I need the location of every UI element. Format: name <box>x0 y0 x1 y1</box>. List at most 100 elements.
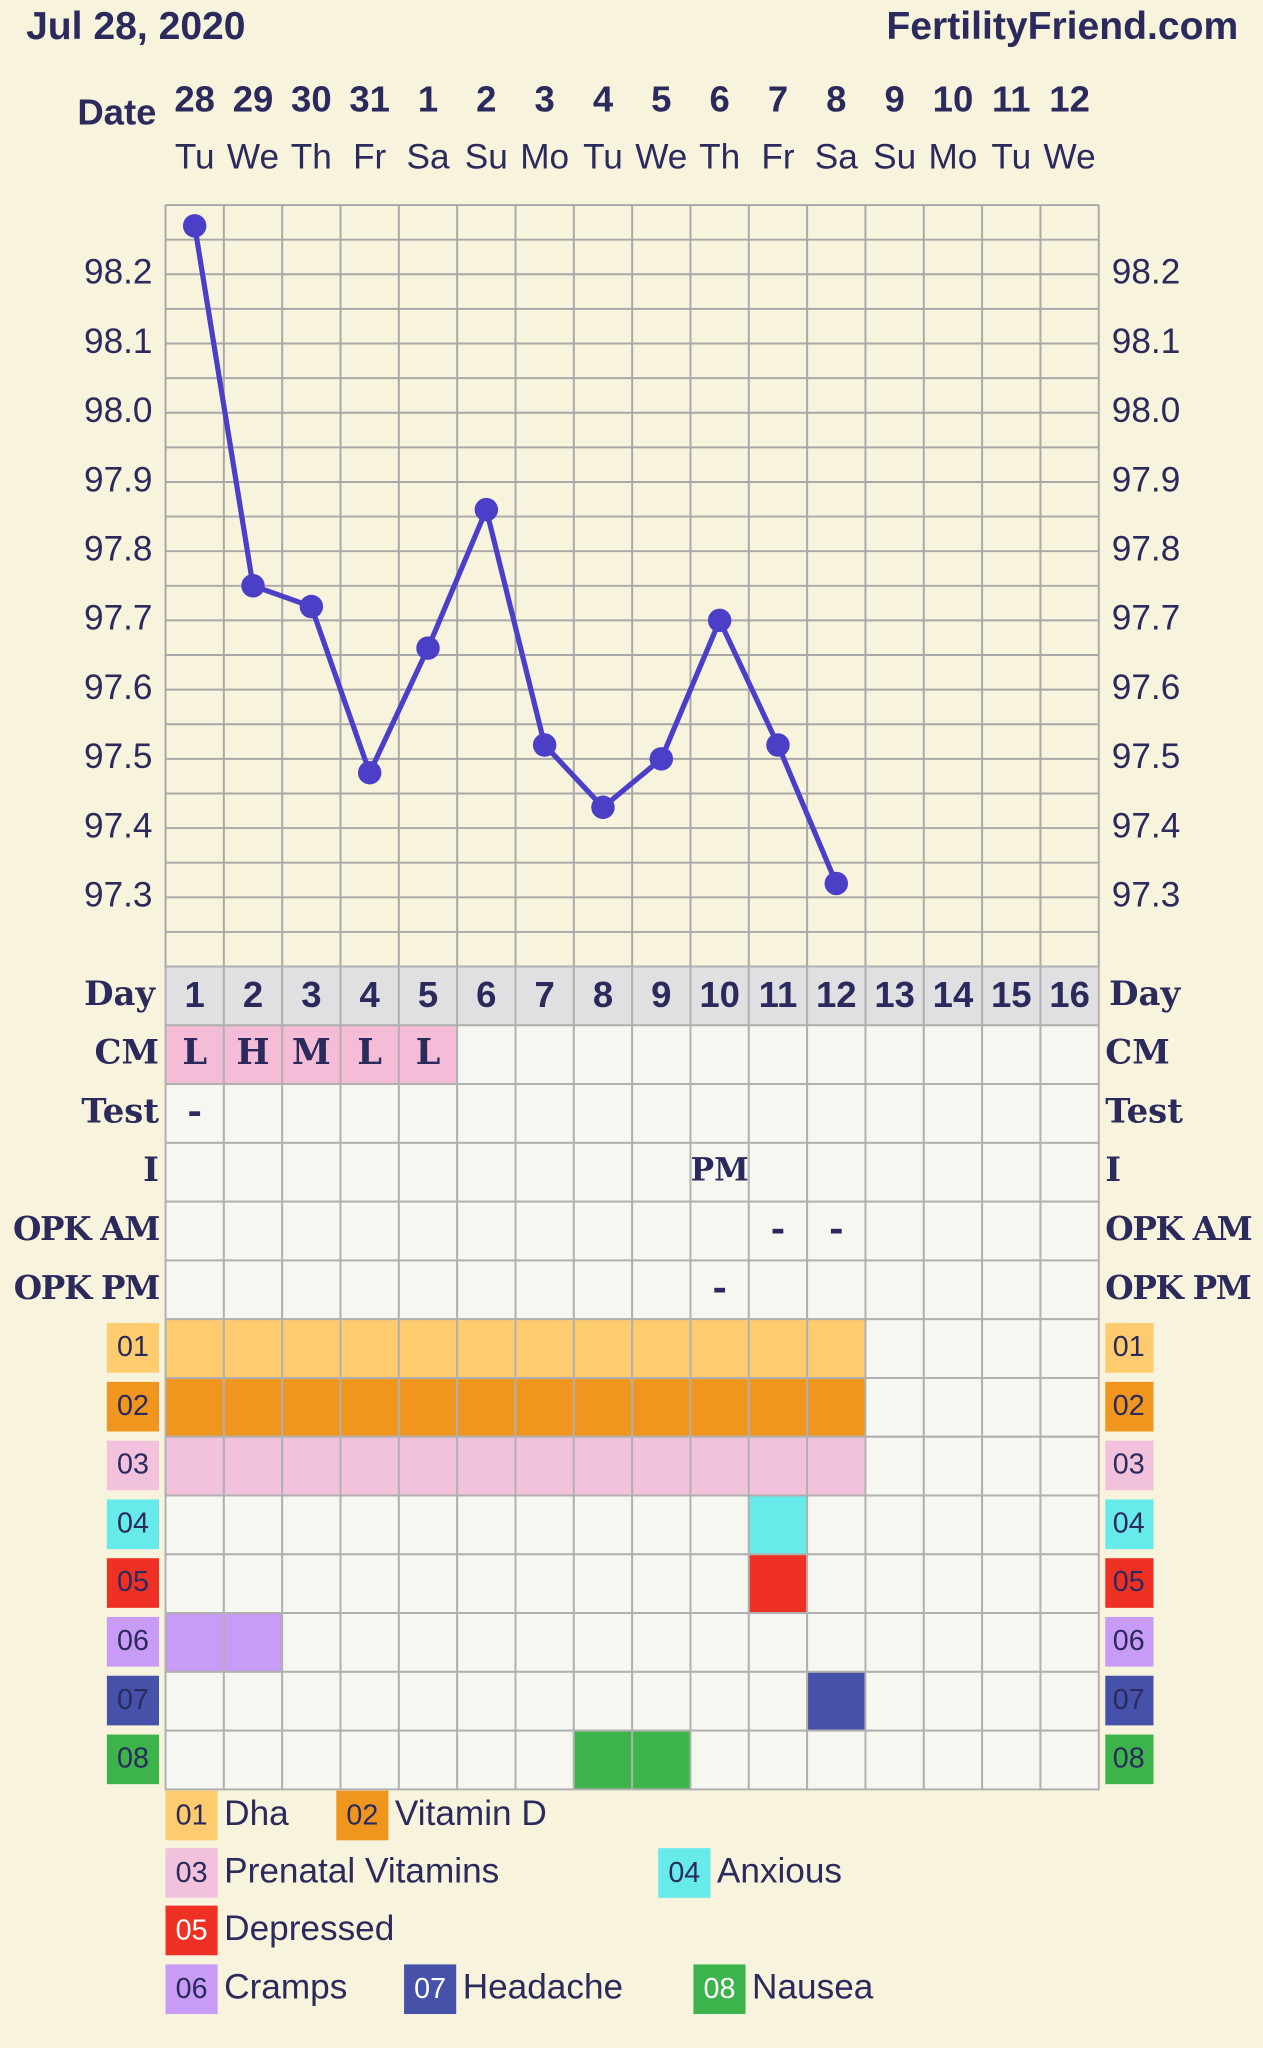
day-number: 9 <box>651 974 671 1015</box>
weekday-label: Su <box>465 138 508 177</box>
date-label: 30 <box>291 79 332 120</box>
cell <box>689 1494 750 1556</box>
cell <box>747 1494 809 1556</box>
cell <box>222 1670 284 1732</box>
date-label: Date <box>77 92 156 133</box>
code-box <box>1105 1381 1154 1432</box>
cell <box>864 1083 925 1144</box>
cell <box>572 1141 634 1203</box>
code-box <box>106 1734 160 1785</box>
cell <box>747 965 809 1027</box>
date-label: 6 <box>709 79 729 120</box>
cell <box>339 1729 400 1791</box>
cell <box>922 1259 984 1321</box>
cell <box>1039 1729 1100 1791</box>
day-number: 8 <box>593 974 613 1015</box>
y2-tick-label: 97.4 <box>1112 806 1180 845</box>
cell <box>514 1553 575 1615</box>
cell <box>806 1024 867 1086</box>
code-label: 03 <box>117 1449 149 1481</box>
code-label: 05 <box>1113 1566 1145 1598</box>
cell <box>806 1259 867 1321</box>
cell <box>747 1259 809 1321</box>
cell <box>572 1494 634 1556</box>
cell <box>981 1494 1042 1556</box>
cell <box>747 1024 809 1086</box>
cell <box>456 1670 517 1732</box>
cell <box>864 1024 925 1086</box>
cell <box>806 1729 867 1791</box>
cell <box>981 1083 1042 1144</box>
temperature-point <box>649 747 674 771</box>
date-label: 3 <box>535 79 555 120</box>
cell <box>922 1729 984 1791</box>
legend-label: Cramps <box>224 1967 347 2006</box>
cell <box>922 1612 984 1673</box>
cell <box>631 1024 692 1086</box>
cell <box>1039 1083 1100 1144</box>
cell <box>981 1141 1042 1203</box>
row-entry: H <box>236 1032 269 1073</box>
weekday-label: Fr <box>353 138 386 177</box>
cell <box>689 965 750 1027</box>
y-tick-label: 97.7 <box>84 599 152 638</box>
cell <box>689 1376 750 1438</box>
day-number: 14 <box>933 974 974 1015</box>
cell <box>397 1318 459 1379</box>
legend-label: Anxious <box>717 1851 842 1890</box>
y-tick-label: 98.1 <box>84 322 152 361</box>
weekday-label: We <box>227 138 279 177</box>
day-number: 3 <box>301 974 321 1015</box>
legend-code: 04 <box>668 1857 700 1889</box>
cell <box>281 1318 342 1379</box>
day-number: 1 <box>185 974 205 1015</box>
day-number: 4 <box>360 974 381 1015</box>
date-label: 10 <box>933 79 974 120</box>
temperature-point <box>241 574 265 598</box>
cell <box>747 1435 809 1497</box>
cell <box>456 1200 517 1262</box>
day-number: 6 <box>476 974 496 1015</box>
cell <box>281 1494 342 1556</box>
day-number: 15 <box>991 974 1032 1015</box>
weekday-label: Sa <box>815 138 858 177</box>
y2-tick-label: 97.5 <box>1112 737 1180 776</box>
legend-code: 08 <box>704 1973 736 2005</box>
cell <box>572 1083 634 1144</box>
code-label: 08 <box>1113 1743 1145 1775</box>
row-entry: L <box>416 1032 441 1073</box>
cell <box>339 1141 400 1203</box>
cell <box>339 1259 400 1321</box>
cell <box>514 1259 575 1321</box>
cell <box>281 1612 342 1673</box>
legend-label: Nausea <box>752 1967 874 2006</box>
cell <box>456 1553 517 1615</box>
cell <box>572 1376 634 1438</box>
cell <box>397 1200 459 1262</box>
cell <box>806 1376 867 1438</box>
cell <box>981 1200 1042 1262</box>
cell <box>397 1670 459 1732</box>
cell <box>281 1729 342 1791</box>
y2-tick-label: 97.9 <box>1112 460 1180 499</box>
cell <box>922 1318 984 1379</box>
legend-code: 01 <box>176 1799 208 1831</box>
row-label: I <box>143 1149 159 1189</box>
y-tick-label: 97.5 <box>84 737 152 776</box>
weekday-label: Sa <box>406 138 449 177</box>
cell <box>222 1141 284 1203</box>
cell <box>572 1200 634 1262</box>
day-number: 10 <box>699 974 740 1015</box>
cell <box>397 1612 459 1673</box>
cell <box>397 1553 459 1615</box>
cell <box>806 1553 867 1615</box>
cell <box>456 1318 517 1379</box>
weekday-label: Tu <box>175 138 215 177</box>
legend-code: 02 <box>346 1799 378 1831</box>
cell <box>922 1670 984 1732</box>
cell <box>397 1259 459 1321</box>
cell <box>164 1553 225 1615</box>
cell <box>222 1376 284 1438</box>
y2-tick-label: 97.3 <box>1112 876 1180 915</box>
cell <box>747 1318 809 1379</box>
